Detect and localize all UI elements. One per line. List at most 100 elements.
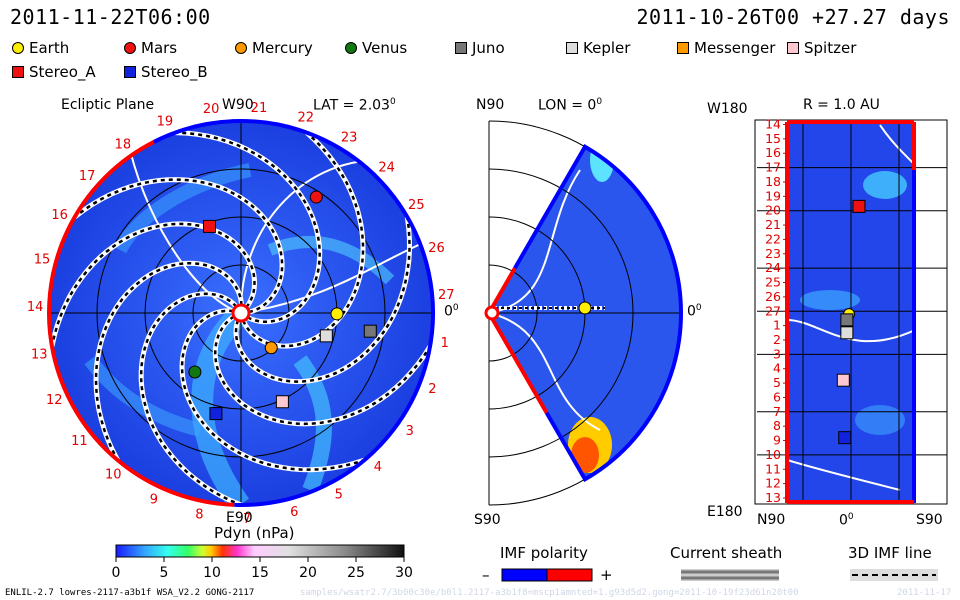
ecliptic-right-degree: 0 (452, 303, 459, 313)
ar-top-left-label: W180 (707, 101, 748, 117)
juno-marker-icon (455, 42, 467, 54)
ar-y-tick-label: 15 (765, 131, 781, 146)
legend-label: Juno (472, 39, 505, 57)
ar-x-mid-degree: 0 (847, 512, 854, 522)
legend-label: Stereo_B (141, 63, 208, 81)
field-line-dash (50, 222, 256, 347)
carrington-tick-label: 4 (374, 460, 382, 475)
legend-label: Stereo_A (29, 63, 96, 81)
earth-marker-icon (12, 42, 24, 54)
ecliptic-bottom-label: E90 (226, 510, 253, 526)
mars-marker-icon (124, 42, 136, 54)
ar-y-tick-label: 10 (765, 447, 781, 462)
earth-position (330, 307, 344, 321)
ar-y-tick-label: 5 (773, 375, 781, 390)
stereo-b-marker-icon (124, 66, 136, 78)
legend-item-stereo-b: Stereo_B (124, 63, 208, 81)
legend-item-earth: Earth (12, 39, 69, 57)
imf-field-lines (49, 130, 433, 508)
sun-marker-meridional (484, 305, 500, 321)
ar-y-tick-label: 20 (765, 203, 781, 218)
mercury-marker-icon (235, 42, 247, 54)
meridional-right-degree: 0 (695, 303, 702, 313)
juno-position (363, 324, 377, 338)
ecliptic-panel-title: Ecliptic Plane (61, 97, 155, 113)
ecliptic-right-label: 00 (444, 303, 459, 320)
carrington-tick-label: 27 (438, 288, 455, 303)
ar-y-tick-label: 24 (765, 260, 781, 275)
kepler-marker-icon (566, 42, 578, 54)
ar-y-tick-label: 19 (765, 188, 781, 203)
imf-polarity-negative (501, 568, 548, 582)
field-line-dash (175, 131, 321, 323)
ar-y-tick-label: 25 (765, 275, 781, 290)
venus-position (188, 365, 202, 379)
carrington-tick-label: 10 (105, 468, 122, 483)
legend-label: Earth (29, 39, 70, 57)
ar-x-mid-value: 0 (839, 512, 848, 529)
legend-item-messenger: Messenger (677, 39, 775, 57)
field-line-dash (213, 315, 432, 426)
stereo-b-position (209, 407, 223, 421)
spitzer-position (275, 395, 289, 409)
colorbar-tick-label: 5 (160, 565, 169, 581)
carrington-tick-label: 25 (408, 198, 425, 213)
ar-y-tick-label: 4 (773, 361, 781, 376)
meridional-right-label: 00 (687, 303, 702, 320)
ar-y-tick-label: 18 (765, 174, 781, 189)
ar-y-tick-label: 8 (773, 418, 781, 433)
ar-bottom-left-label: E180 (707, 504, 743, 520)
simulation-timestamp: 2011-11-22T06:00 (10, 5, 211, 29)
carrington-tick-label: 7 (243, 512, 251, 527)
ar-y-tick-label: 22 (765, 231, 781, 246)
mars-position (309, 190, 323, 204)
carrington-tick-label: 6 (290, 505, 298, 520)
meridional-top-label: N90 (476, 97, 505, 113)
legend-label: Venus (362, 39, 408, 57)
ar-features (787, 124, 915, 491)
juno-position-ar (840, 313, 854, 327)
ar-panel: 1415161718192021222324252627123456789101… (754, 117, 948, 505)
legend-item-juno: Juno (455, 39, 505, 57)
ar-x-mid-label: 00 (839, 512, 854, 529)
legend-item-kepler: Kepler (566, 39, 630, 57)
carrington-tick-label: 16 (51, 208, 68, 223)
ecliptic-spacecraft-markers (188, 190, 377, 421)
colorbar-tick-label: 25 (347, 565, 365, 581)
run-path: samples/wsatr2.7/3b00c30e/b0l1.2117-a3b1… (300, 588, 799, 598)
kepler-position-ar (840, 326, 854, 340)
carrington-tick-label: 18 (115, 137, 132, 152)
legend-label: Mars (141, 39, 178, 57)
ar-x-right-label: S90 (916, 512, 943, 528)
ar-y-tick-label: 2 (773, 332, 781, 347)
carrington-tick-label: 9 (150, 493, 158, 508)
messenger-marker-icon (677, 42, 689, 54)
ar-y-tick-labels: 1415161718192021222324252627123456789101… (765, 117, 787, 505)
stereo-a-position-ar (852, 199, 866, 213)
stereo-a-marker-icon (12, 66, 24, 78)
carrington-tick-label: 8 (195, 508, 203, 523)
meridional-lon-degree: 0 (596, 97, 603, 107)
carrington-tick-label: 2 (428, 382, 436, 397)
model-info: ENLIL-2.7 lowres-2117-a3b1f WSA_V2.2 GON… (5, 588, 255, 598)
ecliptic-lat-label: LAT = 2.030 (313, 97, 396, 114)
meridional-edge-negative (513, 143, 683, 483)
meridional-right-value: 0 (687, 303, 696, 320)
ar-y-tick-label: 11 (765, 461, 781, 476)
imf-polarity-title: IMF polarity (500, 544, 588, 562)
carrington-tick-label: 5 (335, 487, 343, 502)
ar-y-tick-label: 26 (765, 289, 781, 304)
colorbar-tick-label: 30 (395, 565, 413, 581)
ar-y-tick-label: 21 (765, 217, 781, 232)
carrington-tick-label: 13 (31, 348, 48, 363)
legend-label: Mercury (252, 39, 313, 57)
carrington-tick-label: 17 (79, 169, 96, 184)
ar-y-tick-label: 23 (765, 246, 781, 261)
stereo-b-position-ar (838, 431, 852, 445)
spitzer-position-ar (836, 373, 850, 387)
legend-label: Messenger (694, 39, 776, 57)
carrington-tick-label: 22 (298, 110, 315, 125)
